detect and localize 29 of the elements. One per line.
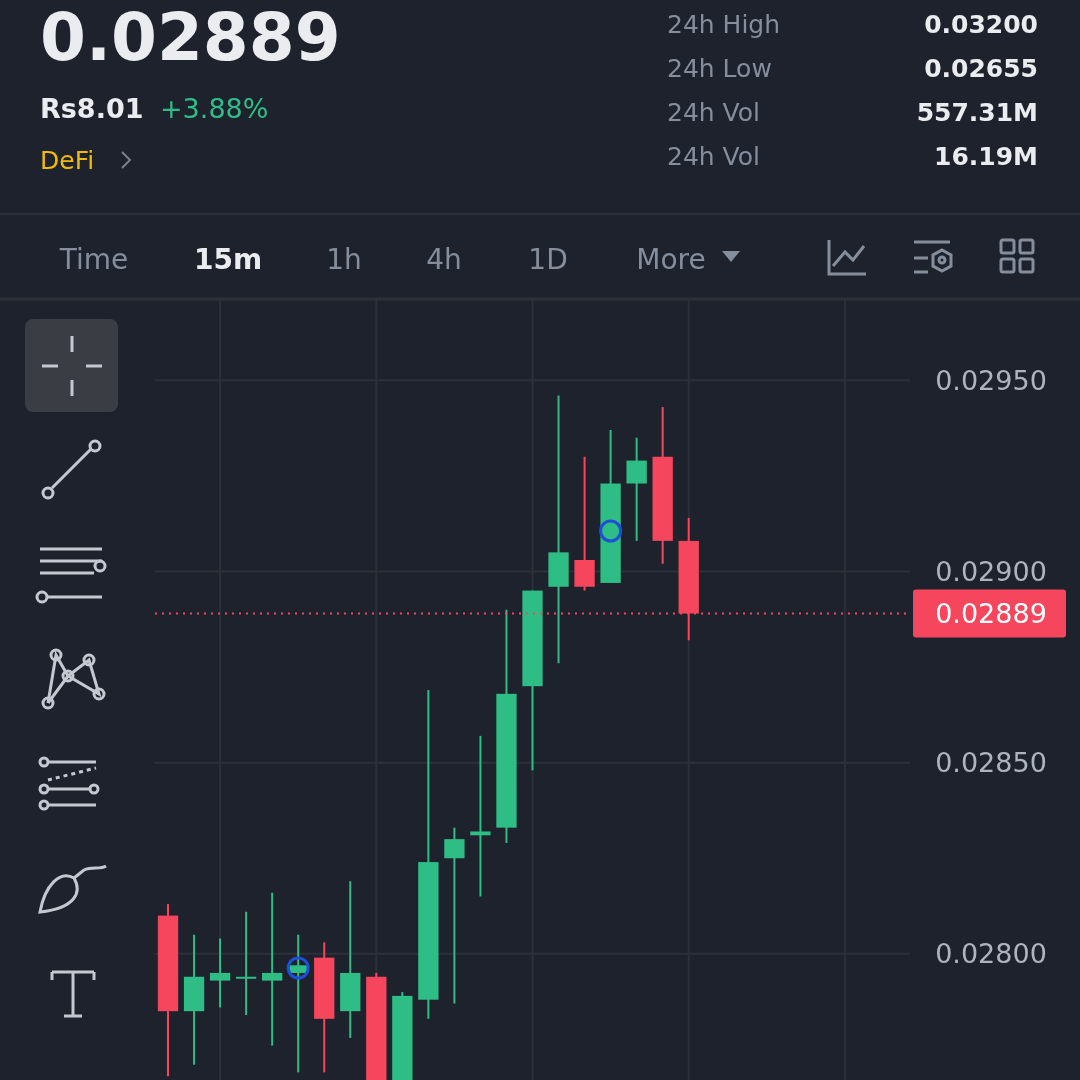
text: 0.03200 [924, 10, 1038, 39]
y-tick-label: 0.02850 [935, 747, 1047, 779]
text: 1D [528, 243, 568, 276]
ref-line-label: 0.02889 [935, 597, 1047, 629]
text: 24h Vol [667, 98, 761, 127]
text: 24h Vol [667, 142, 761, 171]
text: 1h [326, 243, 362, 276]
text: +3.88% [160, 93, 269, 124]
candlestick [444, 826, 465, 1005]
text: 24h Low [667, 54, 772, 83]
y-tick-label: 0.02800 [935, 938, 1047, 970]
candlestick [626, 436, 647, 542]
text: 24h High [667, 10, 781, 39]
candlestick [262, 891, 283, 1047]
text: 15m [193, 243, 263, 276]
candlestick [470, 734, 491, 898]
text: 557.31M [916, 98, 1038, 127]
chart-title: 0.02889 [40, 0, 341, 76]
text: DeFi [40, 146, 95, 175]
text: Time [58, 243, 129, 276]
candlestick [209, 937, 231, 1009]
text: 16.19M [934, 142, 1038, 171]
text: More [636, 243, 706, 276]
text: 4h [426, 243, 462, 276]
text: 0.02655 [924, 54, 1038, 83]
y-tick-label: 0.02950 [935, 364, 1047, 396]
y-tick-label: 0.02900 [935, 555, 1047, 587]
candlestick [235, 910, 257, 1016]
text: Rs8.01 [40, 93, 144, 124]
